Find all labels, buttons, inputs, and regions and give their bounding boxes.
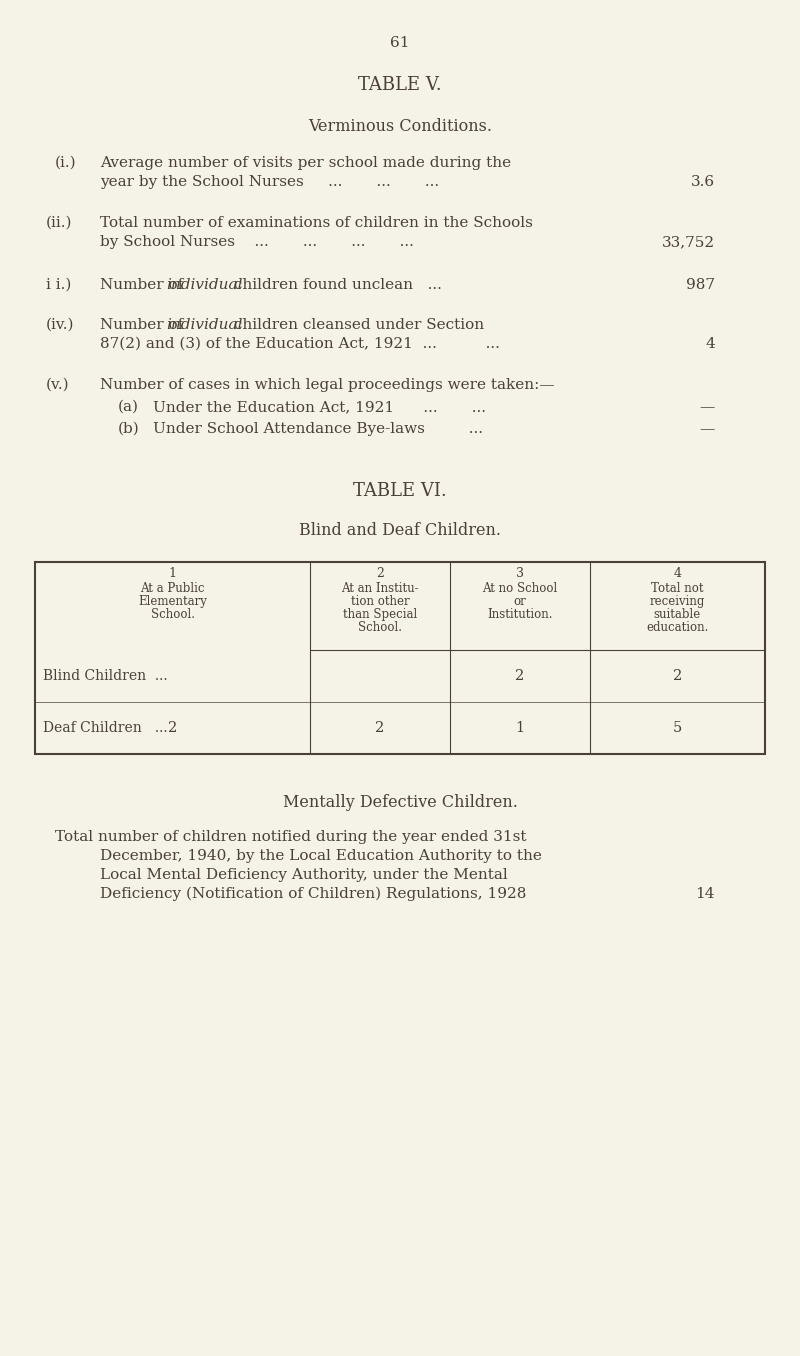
Text: 4: 4 (674, 567, 682, 580)
Text: Institution.: Institution. (487, 607, 553, 621)
Text: i i.): i i.) (46, 278, 71, 292)
Text: TABLE V.: TABLE V. (358, 76, 442, 94)
Text: 2: 2 (168, 721, 177, 735)
Text: individual: individual (166, 319, 242, 332)
Text: Number of: Number of (100, 278, 188, 292)
Text: 2: 2 (375, 721, 385, 735)
Text: 987: 987 (686, 278, 715, 292)
Text: (v.): (v.) (46, 378, 70, 392)
Text: tion other: tion other (350, 595, 410, 607)
Text: suitable: suitable (654, 607, 701, 621)
Text: School.: School. (358, 621, 402, 635)
Text: or: or (514, 595, 526, 607)
Text: School.: School. (150, 607, 194, 621)
Text: Average number of visits per school made during the: Average number of visits per school made… (100, 156, 511, 170)
Text: (iv.): (iv.) (46, 319, 74, 332)
Text: Deaf Children   ...: Deaf Children ... (43, 721, 168, 735)
Text: Blind and Deaf Children.: Blind and Deaf Children. (299, 522, 501, 538)
Text: 3: 3 (516, 567, 524, 580)
Text: receiving: receiving (650, 595, 705, 607)
Text: Under School Attendance Bye-laws         ...: Under School Attendance Bye-laws ... (153, 422, 483, 437)
Bar (35, 561, 765, 754)
Text: (i.): (i.) (55, 156, 77, 170)
Text: 1: 1 (515, 721, 525, 735)
Text: 61: 61 (390, 37, 410, 50)
Text: Mentally Defective Children.: Mentally Defective Children. (282, 795, 518, 811)
Text: 87(2) and (3) of the Education Act, 1921  ...          ...: 87(2) and (3) of the Education Act, 1921… (100, 338, 500, 351)
Text: individual: individual (166, 278, 242, 292)
Text: children cleansed under Section: children cleansed under Section (229, 319, 484, 332)
Text: —: — (700, 422, 715, 437)
Text: 33,752: 33,752 (662, 235, 715, 250)
Text: Number of cases in which legal proceedings were taken:—: Number of cases in which legal proceedin… (100, 378, 554, 392)
Text: 14: 14 (695, 887, 715, 900)
Text: Total not: Total not (651, 582, 704, 595)
Text: At a Public: At a Public (140, 582, 205, 595)
Text: by School Nurses    ...       ...       ...       ...: by School Nurses ... ... ... ... (100, 235, 414, 250)
Text: At no School: At no School (482, 582, 558, 595)
Text: 5: 5 (673, 721, 682, 735)
Text: At an Institu-: At an Institu- (341, 582, 419, 595)
Text: Under the Education Act, 1921      ...       ...: Under the Education Act, 1921 ... ... (153, 400, 486, 414)
Text: 2: 2 (515, 669, 525, 683)
Text: children found unclean   ...: children found unclean ... (229, 278, 442, 292)
Text: Total number of examinations of children in the Schools: Total number of examinations of children… (100, 216, 533, 231)
Text: —: — (700, 400, 715, 414)
Text: 3.6: 3.6 (691, 175, 715, 188)
Text: Elementary: Elementary (138, 595, 207, 607)
Text: (b): (b) (118, 422, 140, 437)
Text: Verminous Conditions.: Verminous Conditions. (308, 118, 492, 136)
Text: Blind Children  ...: Blind Children ... (43, 669, 168, 683)
Text: year by the School Nurses     ...       ...       ...: year by the School Nurses ... ... ... (100, 175, 439, 188)
Text: 2: 2 (376, 567, 384, 580)
Text: Total number of children notified during the year ended 31st: Total number of children notified during… (55, 830, 526, 843)
Text: 4: 4 (706, 338, 715, 351)
Text: 1: 1 (169, 567, 177, 580)
Text: Deficiency (Notification of Children) Regulations, 1928: Deficiency (Notification of Children) Re… (100, 887, 526, 902)
Text: TABLE VI.: TABLE VI. (353, 481, 447, 500)
Text: 2: 2 (673, 669, 682, 683)
Text: Number of: Number of (100, 319, 188, 332)
Text: Local Mental Deficiency Authority, under the Mental: Local Mental Deficiency Authority, under… (100, 868, 508, 881)
Text: (ii.): (ii.) (46, 216, 73, 231)
Text: (a): (a) (118, 400, 139, 414)
Text: December, 1940, by the Local Education Authority to the: December, 1940, by the Local Education A… (100, 849, 542, 862)
Text: than Special: than Special (343, 607, 417, 621)
Text: education.: education. (646, 621, 709, 635)
